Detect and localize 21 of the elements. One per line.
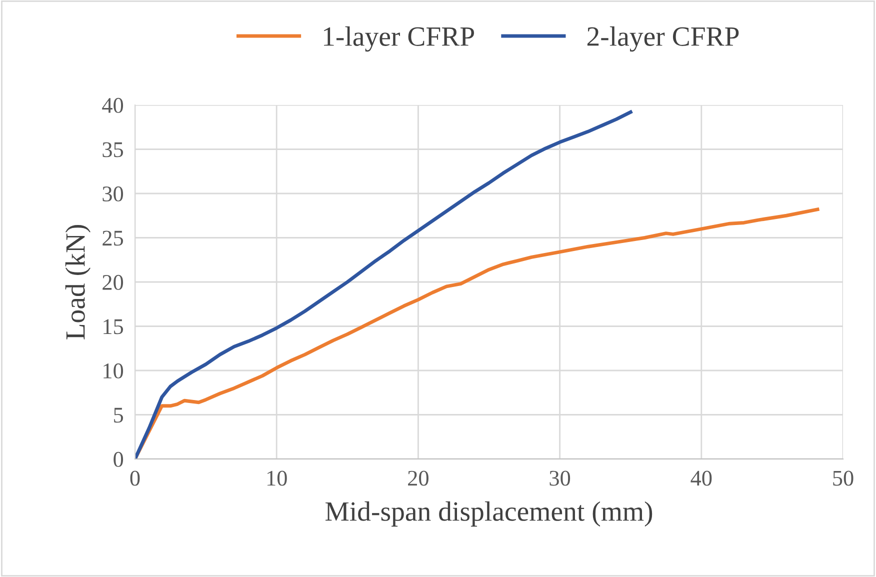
y-tick-label: 40 (102, 98, 124, 113)
x-tick-label: 50 (833, 470, 854, 486)
y-tick-label: 30 (102, 186, 124, 202)
legend-label: 1-layer CFRP (324, 26, 474, 52)
x-tick-label: 30 (550, 470, 570, 486)
line-series (135, 208, 820, 459)
legend-label: 2-layer CFRP (587, 26, 739, 52)
y-tick-label: 25 (102, 230, 124, 246)
line-series (135, 110, 632, 459)
x-tick-label: 10 (267, 470, 287, 486)
y-tick-label: 15 (104, 319, 124, 334)
x-tick-label: 40 (690, 470, 712, 486)
x-tick-label: 0 (130, 470, 140, 486)
y-axis-title: Load (kN) (65, 224, 91, 340)
x-tick-label: 20 (408, 470, 428, 486)
y-tick-label: 10 (104, 363, 124, 378)
y-tick-label: 0 (114, 452, 124, 467)
y-tick-label: 5 (114, 408, 124, 423)
y-tick-label: 35 (102, 142, 124, 158)
x-axis-title: Mid-span displacement (mm) (325, 501, 652, 527)
y-tick-label: 20 (102, 274, 124, 290)
